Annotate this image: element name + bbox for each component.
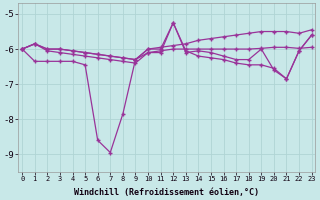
- X-axis label: Windchill (Refroidissement éolien,°C): Windchill (Refroidissement éolien,°C): [75, 188, 260, 197]
